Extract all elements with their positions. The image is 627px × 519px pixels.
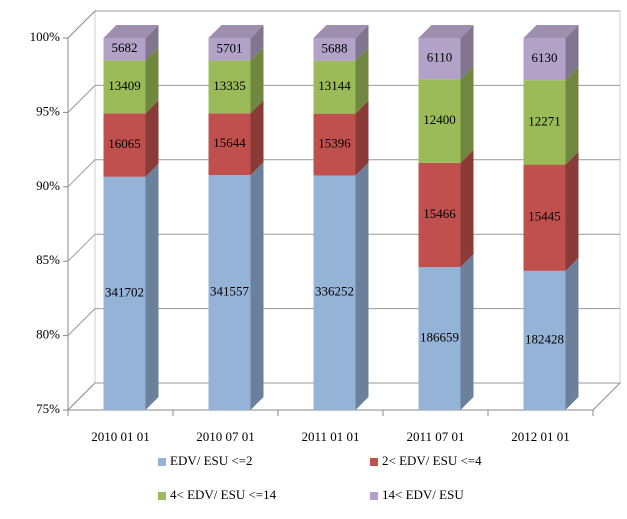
data-label: 341702 xyxy=(105,284,144,299)
data-label: 15466 xyxy=(423,206,456,221)
bar-side xyxy=(145,163,159,410)
bar xyxy=(418,267,461,410)
bar-side xyxy=(355,25,369,61)
legend-label: 14< EDV/ ESU xyxy=(382,487,464,502)
y-tick-label: 100% xyxy=(30,29,61,44)
bar xyxy=(418,162,461,268)
legend-label: EDV/ ESU <=2 xyxy=(170,453,253,468)
bar xyxy=(208,175,251,410)
bar xyxy=(523,270,566,410)
bar xyxy=(313,113,356,176)
data-label: 13144 xyxy=(318,78,351,93)
legend-swatch xyxy=(158,458,166,466)
bar-side xyxy=(145,25,159,61)
data-label: 341557 xyxy=(210,284,250,299)
data-label: 5701 xyxy=(217,40,243,55)
bar-side xyxy=(460,25,474,80)
y-tick-label: 85% xyxy=(36,252,60,267)
legend-swatch xyxy=(158,492,166,500)
bar-side xyxy=(355,100,369,176)
data-label: 6110 xyxy=(427,50,453,65)
data-label: 6130 xyxy=(532,50,558,65)
legend-swatch xyxy=(370,458,378,466)
bar xyxy=(103,60,146,114)
bar-top xyxy=(313,25,369,38)
bar-top xyxy=(418,25,474,38)
y-tick-label: 95% xyxy=(36,103,60,118)
data-label: 15644 xyxy=(213,135,246,150)
bar-side xyxy=(565,257,579,410)
data-label: 336252 xyxy=(315,284,354,299)
data-label: 12400 xyxy=(423,112,456,127)
data-label: 13335 xyxy=(213,78,246,93)
bar xyxy=(523,164,566,271)
bar-side xyxy=(565,67,579,165)
bar xyxy=(523,38,566,81)
bar-side xyxy=(565,25,579,81)
bar-top xyxy=(523,25,579,38)
y-tick-label: 90% xyxy=(36,178,60,193)
grid-line xyxy=(67,10,620,39)
bar xyxy=(418,38,461,80)
bar xyxy=(523,80,566,165)
bar xyxy=(208,38,251,61)
bar-side xyxy=(145,47,159,114)
data-label: 186659 xyxy=(420,330,459,345)
legend-label: 2< EDV/ ESU <=4 xyxy=(382,453,482,468)
bar-side xyxy=(460,149,474,268)
bar xyxy=(103,113,146,177)
x-tick-label: 2011 07 01 xyxy=(406,429,464,444)
data-label: 182428 xyxy=(525,331,564,346)
bar xyxy=(418,79,461,163)
bar-side xyxy=(460,66,474,163)
x-tick-label: 2012 01 01 xyxy=(511,429,570,444)
data-label: 12271 xyxy=(528,113,561,128)
bar-side xyxy=(355,47,369,114)
bar-side xyxy=(145,100,159,177)
x-tick-label: 2010 01 01 xyxy=(91,429,150,444)
bar xyxy=(313,38,356,61)
data-label: 13409 xyxy=(108,78,141,93)
bar xyxy=(313,60,356,114)
bar-side xyxy=(565,151,579,271)
data-label: 5688 xyxy=(322,40,348,55)
data-label: 5682 xyxy=(112,40,138,55)
bar xyxy=(103,176,146,410)
data-label: 15396 xyxy=(318,136,351,151)
legend-swatch xyxy=(370,492,378,500)
data-label: 15445 xyxy=(528,209,561,224)
bar-side xyxy=(460,254,474,410)
bar xyxy=(313,175,356,410)
bar-side xyxy=(250,25,264,61)
bar-side xyxy=(250,162,264,410)
bar xyxy=(208,60,251,114)
y-tick-label: 75% xyxy=(36,401,60,416)
bar-side xyxy=(250,100,264,176)
x-tick-label: 2010 07 01 xyxy=(196,429,255,444)
data-label: 16065 xyxy=(108,136,141,151)
bar-side xyxy=(250,47,264,114)
bar-top xyxy=(208,25,264,38)
legend-label: 4< EDV/ ESU <=14 xyxy=(170,487,277,502)
bar xyxy=(208,113,251,176)
bar-side xyxy=(355,162,369,410)
y-tick-label: 80% xyxy=(36,327,60,342)
side-wall xyxy=(67,9,96,412)
bar-top xyxy=(103,25,159,38)
x-tick-label: 2011 01 01 xyxy=(301,429,359,444)
bar xyxy=(103,38,146,61)
